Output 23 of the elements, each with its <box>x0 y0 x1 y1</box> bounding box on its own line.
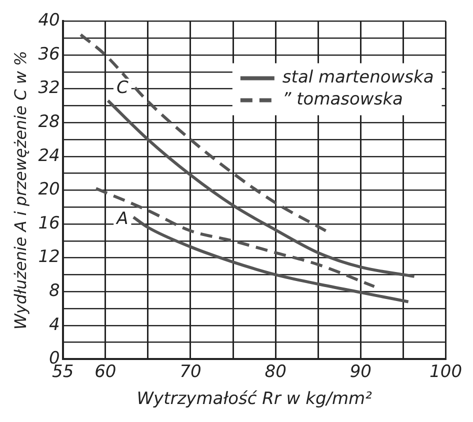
y-tick-label: 4 <box>49 314 60 335</box>
y-tick-label: 32 <box>38 78 60 98</box>
line-series <box>94 187 376 288</box>
y-tick-label: 24 <box>38 146 60 166</box>
x-tick-label: 100 <box>430 362 462 382</box>
x-tick-label: 70 <box>180 362 202 382</box>
y-tick-label: 40 <box>38 10 60 31</box>
line-series <box>132 216 410 304</box>
y-tick-label: 16 <box>38 213 60 234</box>
legend-label: ” tomasowska <box>282 90 403 110</box>
y-tick-label: 12 <box>38 247 60 268</box>
x-tick-label: 80 <box>264 362 286 382</box>
x-axis-title: Wytrzymałość Rr w kg/mm² <box>136 389 372 410</box>
y-tick-label: 20 <box>38 180 60 200</box>
y-tick-label: 28 <box>38 112 60 132</box>
x-tick-label: 60 <box>94 362 116 382</box>
x-tick-label: 90 <box>350 362 372 382</box>
y-tick-label: 36 <box>38 44 60 64</box>
annotation: C <box>116 78 128 98</box>
legend-label: stal martenowska <box>282 68 434 88</box>
y-tick-label: 8 <box>49 281 60 302</box>
annotation: A <box>116 209 128 230</box>
y-axis-title: Wydłużenie A i przewężenie C w % <box>10 50 30 330</box>
